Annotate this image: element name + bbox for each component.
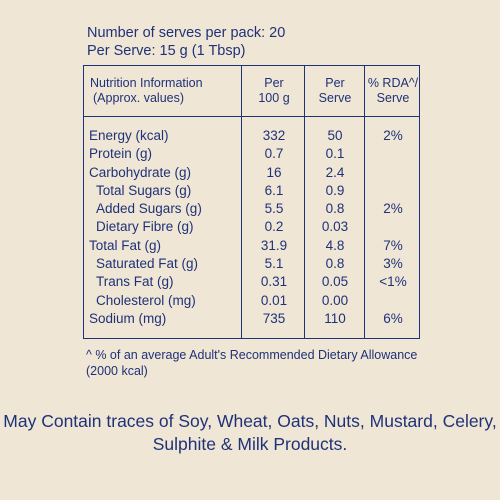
rda-footnote: ^ % of an average Adult's Recommended Di… — [86, 347, 446, 379]
table-row: Trans Fat (g) 0.31 0.05 <1% — [84, 273, 419, 291]
table-row: Carbohydrate (g) 16 2.4 — [84, 164, 419, 182]
allergen-text: May Contain traces of Soy, Wheat, Oats, … — [3, 411, 497, 431]
table-row: Energy (kcal) 332 50 2% — [84, 127, 419, 145]
value-per-100g: 6.1 — [264, 182, 284, 198]
value-per-serve: 0.05 — [321, 274, 349, 290]
value-per-serve: 0.00 — [321, 292, 349, 308]
value-rda: 7% — [383, 237, 403, 253]
table-row: Cholesterol (mg) 0.01 0.00 — [84, 292, 419, 310]
value-per-100g: 31.9 — [260, 237, 288, 253]
value-rda: <1% — [379, 274, 407, 290]
column-divider — [304, 66, 305, 338]
value-per-serve: 0.1 — [325, 146, 345, 162]
row-label: Cholesterol (mg) — [96, 292, 196, 308]
value-per-100g: 5.1 — [264, 256, 284, 272]
serving-size: Per Serve: 15 g (1 Tbsp) — [87, 43, 246, 59]
value-per-serve: 0.9 — [325, 182, 345, 198]
allergen-text: Sulphite & Milk Products. — [152, 434, 348, 454]
table-body: Energy (kcal) 332 50 2% Protein (g) 0.7 … — [84, 127, 419, 328]
row-label: Protein (g) — [89, 146, 153, 162]
header-rda: % RDA^/ Serve — [366, 76, 420, 106]
header-text: Serve — [318, 91, 352, 105]
serves-per-pack: Number of serves per pack: 20 — [87, 25, 286, 41]
value-per-100g: 735 — [262, 310, 286, 326]
row-label: Carbohydrate (g) — [89, 164, 192, 180]
row-label: Dietary Fibre (g) — [96, 219, 194, 235]
table-row: Dietary Fibre (g) 0.2 0.03 — [84, 218, 419, 236]
footnote-text: (2000 kcal) — [86, 364, 148, 378]
value-per-100g: 16 — [266, 164, 282, 180]
header-divider — [84, 116, 419, 117]
table-row: Saturated Fat (g) 5.1 0.8 3% — [84, 255, 419, 273]
value-per-100g: 5.5 — [264, 201, 284, 217]
table-row: Total Sugars (g) 6.1 0.9 — [84, 182, 419, 200]
header-per-100g: Per 100 g — [244, 76, 304, 106]
nutrition-table: Nutrition Information (Approx. values) P… — [83, 65, 420, 339]
value-per-100g: 0.2 — [264, 219, 284, 235]
footnote-text: ^ % of an average Adult's Recommended Di… — [86, 348, 418, 362]
value-per-serve: 110 — [324, 310, 346, 326]
row-label: Saturated Fat (g) — [96, 256, 199, 272]
header-text: (Approx. values) — [93, 91, 185, 105]
table-row: Sodium (mg) 735 110 6% — [84, 310, 419, 328]
value-per-serve: 4.8 — [325, 237, 345, 253]
value-per-serve: 0.03 — [321, 219, 349, 235]
allergen-statement: May Contain traces of Soy, Wheat, Oats, … — [0, 410, 500, 456]
header-text: Serve — [376, 91, 410, 105]
value-per-100g: 0.7 — [264, 146, 284, 162]
value-rda: 2% — [383, 201, 403, 217]
row-label: Sodium (mg) — [89, 310, 167, 326]
value-per-serve: 0.8 — [325, 201, 345, 217]
header-text: Per — [325, 76, 345, 90]
value-rda: 3% — [383, 256, 403, 272]
value-per-serve: 50 — [327, 128, 343, 143]
table-row: Added Sugars (g) 5.5 0.8 2% — [84, 200, 419, 218]
table-row: Total Fat (g) 31.9 4.8 7% — [84, 237, 419, 255]
value-rda: 2% — [383, 128, 403, 143]
value-per-serve: 0.8 — [325, 256, 345, 272]
header-text: 100 g — [258, 91, 290, 105]
table-row: Protein (g) 0.7 0.1 — [84, 145, 419, 163]
row-label: Energy (kcal) — [89, 128, 169, 143]
header-text: Per — [264, 76, 284, 90]
value-per-100g: 332 — [262, 128, 286, 143]
value-per-100g: 0.31 — [260, 274, 288, 290]
row-label: Added Sugars (g) — [96, 201, 202, 217]
header-text: Nutrition Information — [90, 76, 203, 90]
value-rda: 6% — [383, 310, 403, 326]
row-label: Trans Fat (g) — [96, 274, 174, 290]
serving-info: Number of serves per pack: 20 Per Serve:… — [87, 24, 285, 60]
column-divider — [241, 66, 242, 338]
row-label: Total Sugars (g) — [96, 182, 192, 198]
header-per-serve: Per Serve — [306, 76, 364, 106]
value-per-serve: 2.4 — [325, 164, 345, 180]
row-label: Total Fat (g) — [89, 237, 162, 253]
header-text: % RDA^/ — [367, 76, 419, 90]
column-divider — [364, 66, 365, 338]
header-nutrition-information: Nutrition Information (Approx. values) — [90, 76, 240, 106]
value-per-100g: 0.01 — [260, 292, 288, 308]
